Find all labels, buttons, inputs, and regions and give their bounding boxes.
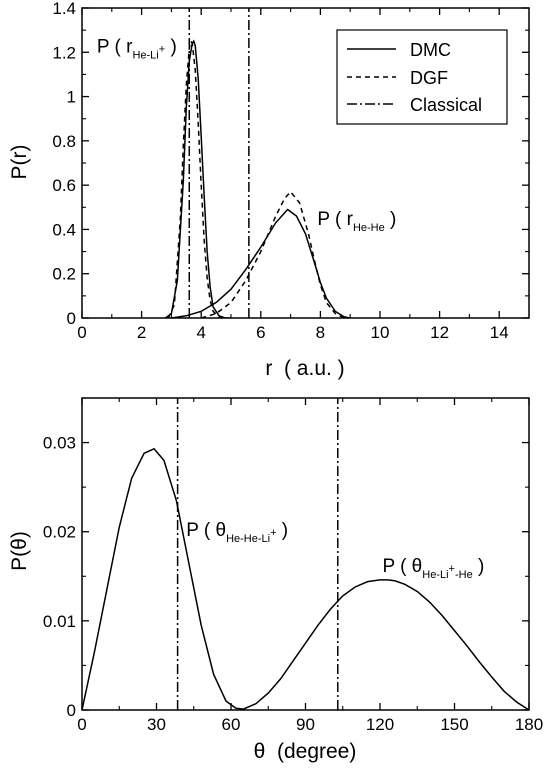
legend-label-dgf: DGF [410, 68, 448, 88]
bottom-y-tick-label: 0.02 [43, 523, 76, 542]
top-x-tick-label: 12 [430, 323, 449, 342]
bottom-x-tick-label: 180 [515, 715, 543, 734]
top-x-tick-label: 6 [256, 323, 265, 342]
bottom-x-tick-label: 0 [77, 715, 86, 734]
legend: DMC DGF Classical [336, 29, 508, 125]
top-y-tick-label: 0.2 [52, 265, 76, 284]
bottom-annotation-0: P ( θHe-He-Li+ ) [186, 520, 288, 545]
top-y-tick-label: 0.8 [52, 132, 76, 151]
top-x-axis-title: r ( a.u. ) [265, 357, 344, 380]
top-series-dgf-line-1 [200, 190, 345, 318]
bottom-x-axis-title: θ (degree) [254, 740, 357, 763]
radial-distribution-panel: P(r) r ( a.u. ) DMC DGF Classical 0 2 4 6 8 1… [8, 0, 530, 380]
top-y-tick-label: 1.4 [52, 0, 76, 18]
top-series-dgf-line-0 [167, 39, 226, 318]
top-x-tick-label: 8 [316, 323, 325, 342]
top-x-tick-label: 0 [77, 323, 86, 342]
angular-distribution-panel: P(θ) θ (degree) 0 30 60 90 120 150 180 0 0.01 0.0… [8, 397, 543, 763]
top-y-tick-label: 0.6 [52, 176, 76, 195]
top-y-tick-label: 1.2 [52, 43, 76, 62]
bottom-x-tick-label: 120 [366, 715, 394, 734]
top-x-tick-label: 4 [196, 323, 205, 342]
legend-label-classical: Classical [410, 95, 482, 115]
legend-label-dmc: DMC [410, 40, 451, 60]
bottom-x-tick-label: 60 [222, 715, 241, 734]
top-x-tick-label: 14 [490, 323, 509, 342]
top-annotation-0: P ( rHe-Li+ ) [97, 36, 177, 61]
bottom-y-tick-label: 0.03 [43, 434, 76, 453]
bottom-plot-frame [81, 397, 530, 711]
top-y-axis-title: P(r) [8, 145, 31, 180]
top-annotation-1: P ( rHe-He ) [317, 209, 396, 234]
bottom-x-tick-label: 30 [147, 715, 166, 734]
bottom-y-axis-title: P(θ) [8, 531, 31, 571]
bottom-y-tick-label: 0 [67, 701, 76, 720]
top-x-tick-label: 10 [371, 323, 390, 342]
top-y-tick-label: 1 [67, 88, 76, 107]
top-y-tick-label: 0 [67, 309, 76, 328]
top-series-dmc-line-0 [164, 39, 231, 318]
bottom-x-tick-label: 90 [296, 715, 315, 734]
top-x-tick-label: 2 [137, 323, 146, 342]
bottom-y-tick-label: 0.01 [43, 612, 76, 631]
bottom-x-tick-label: 150 [440, 715, 468, 734]
bottom-series-solid-line-0 [82, 447, 529, 710]
bottom-annotation-1: P ( θHe-Li+-He ) [382, 556, 484, 581]
top-y-tick-label: 0.4 [52, 220, 76, 239]
